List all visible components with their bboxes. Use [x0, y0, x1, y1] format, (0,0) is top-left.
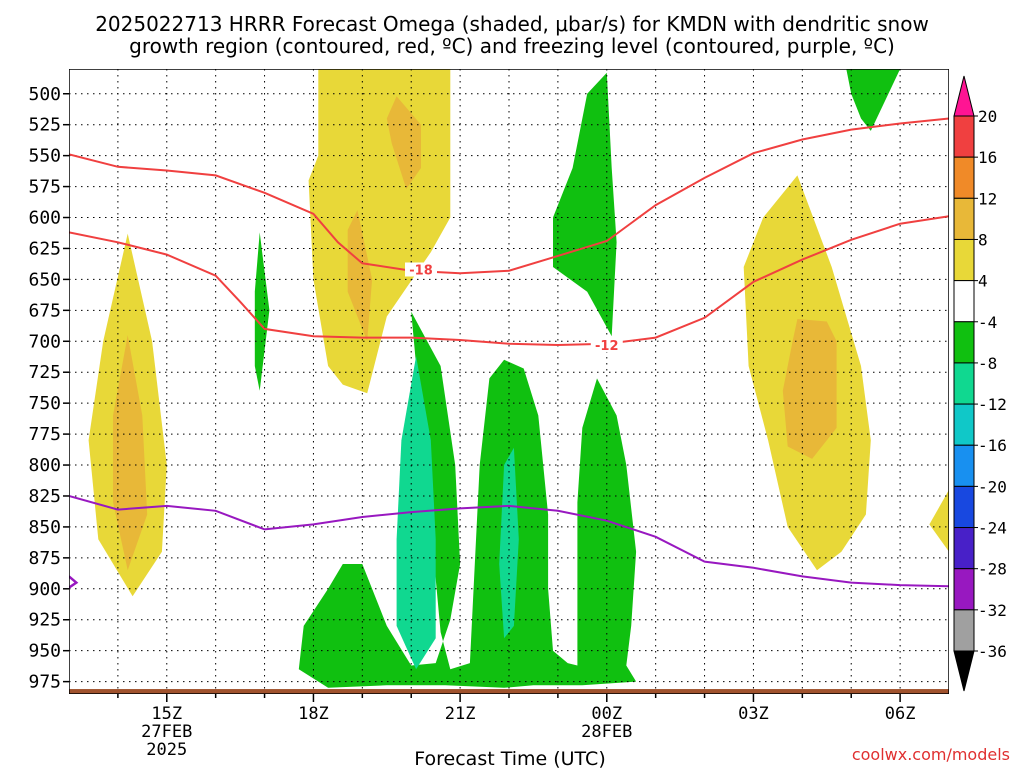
colorbar-bottom-triangle: [953, 650, 975, 692]
colorbar-segment-9: [953, 485, 975, 529]
omega-region-minus4-12: [553, 72, 617, 337]
terrain-fill: [69, 689, 949, 694]
y-tick-label-675: 675: [28, 300, 61, 321]
colorbar-label-1: 16: [978, 148, 997, 167]
colorbar-segment-3: [953, 238, 975, 282]
colorbar-legend: 20 16 12 8 4 -4 -8 -12 -16 -20 -24 -28 -32 -36: [953, 75, 1007, 692]
colorbar-top-triangle: [953, 75, 975, 117]
colorbar-label-11: -28: [978, 560, 1007, 579]
y-tick-label-925: 925: [28, 610, 61, 631]
colorbar-label-4: 4: [978, 272, 988, 291]
credit-text: coolwx.com/models: [852, 745, 1010, 764]
y-tick-label-825: 825: [28, 486, 61, 507]
x-tick-label-24-1: 28FEB: [581, 722, 632, 742]
x-tick-label-21-0: 21Z: [445, 704, 476, 724]
dendritic-contour-line-0: [69, 117, 949, 275]
y-tick-label-500: 500: [28, 84, 61, 105]
dendritic-contour-label-1: -12: [595, 339, 619, 354]
colorbar-segment-0: [953, 115, 975, 158]
y-tick-label-700: 700: [28, 331, 61, 352]
omega-region-minus4-9: [298, 311, 637, 688]
colorbar-label-2: 12: [978, 189, 997, 208]
y-tick-label-550: 550: [28, 146, 61, 167]
omega-shading: [88, 69, 949, 688]
colorbar-label-12: -32: [978, 601, 1007, 620]
y-tick-label-625: 625: [28, 238, 61, 259]
colorbar-segment-6: [953, 362, 975, 405]
omega-region-plus4-7: [929, 489, 949, 552]
colorbar-label-8: -16: [978, 436, 1007, 455]
chart-title-line-1: 2025022713 HRRR Forecast Omega (shaded, …: [95, 12, 929, 36]
x-tick-label-15-1: 27FEB: [141, 722, 192, 742]
omega-region-plus8-1: [113, 335, 148, 571]
colorbar-label-0: 20: [978, 107, 997, 126]
y-tick-label-875: 875: [28, 548, 61, 569]
colorbar-segment-5: [953, 321, 975, 364]
omega-region-minus4-8: [254, 232, 270, 391]
omega-region-plus8-3: [347, 210, 373, 342]
y-tick-label-850: 850: [28, 517, 61, 538]
colorbar-segment-11: [953, 568, 975, 611]
y-tick-label-750: 750: [28, 393, 61, 414]
colorbar-label-5: -4: [978, 313, 997, 332]
colorbar-segment-12: [953, 609, 975, 652]
colorbar-segment-1: [953, 156, 975, 199]
grid-lines: [69, 69, 949, 694]
x-tick-label-30-0: 06Z: [885, 704, 916, 724]
y-tick-label-775: 775: [28, 424, 61, 445]
chart-title-line-2: growth region (contoured, red, ºC) and f…: [129, 34, 895, 58]
freezing-level-contour: [69, 495, 949, 588]
colorbar-label-3: 8: [978, 230, 988, 249]
dendritic-contour-label-bg-1: [590, 337, 623, 352]
y-tick-label-650: 650: [28, 269, 61, 290]
x-axis-label: Forecast Time (UTC): [414, 748, 605, 768]
dendritic-contour-label-0: -18: [409, 263, 433, 278]
y-tick-label-975: 975: [28, 672, 61, 693]
colorbar-segment-10: [953, 527, 975, 570]
y-tick-label-525: 525: [28, 115, 61, 136]
y-tick-label-800: 800: [28, 455, 61, 476]
x-tick-label-27-0: 03Z: [738, 704, 769, 724]
x-tick-label-15-2: 2025: [146, 740, 187, 760]
dendritic-contour-line-1: [69, 215, 949, 347]
x-tick-label-24-0: 00Z: [591, 704, 622, 724]
y-tick-label-725: 725: [28, 362, 61, 383]
colorbar-label-10: -24: [978, 519, 1007, 538]
colorbar-segment-4: [953, 280, 975, 323]
colorbar-label-7: -12: [978, 395, 1007, 414]
colorbar-segment-8: [953, 444, 975, 487]
terrain-bar: [69, 689, 949, 694]
colorbar-segment-7: [953, 403, 975, 446]
y-tick-label-950: 950: [28, 641, 61, 662]
y-tick-label-600: 600: [28, 208, 61, 229]
x-tick-label-15-0: 15Z: [151, 704, 182, 724]
plot-area: -18 -12: [69, 69, 949, 694]
colorbar-segment-2: [953, 197, 975, 240]
y-tick-label-575: 575: [28, 177, 61, 198]
colorbar-label-9: -20: [978, 477, 1007, 496]
omega-region-plus8-6: [782, 319, 837, 459]
freezing-level-contour-stub: [69, 575, 79, 589]
omega-region-minus4-13: [846, 69, 901, 131]
dendritic-contour-label-bg-0: [405, 262, 437, 277]
x-tick-label-18-0: 18Z: [298, 704, 329, 724]
omega-region-plus8-4: [386, 96, 421, 189]
y-tick-label-900: 900: [28, 579, 61, 600]
colorbar-label-13: -36: [978, 642, 1007, 661]
contour-lines: -18 -12: [69, 117, 949, 589]
y-axis: 500 525 550 575 600 625 650 675 700 725 750 775 800 8…: [28, 84, 69, 693]
colorbar-label-6: -8: [978, 354, 997, 373]
